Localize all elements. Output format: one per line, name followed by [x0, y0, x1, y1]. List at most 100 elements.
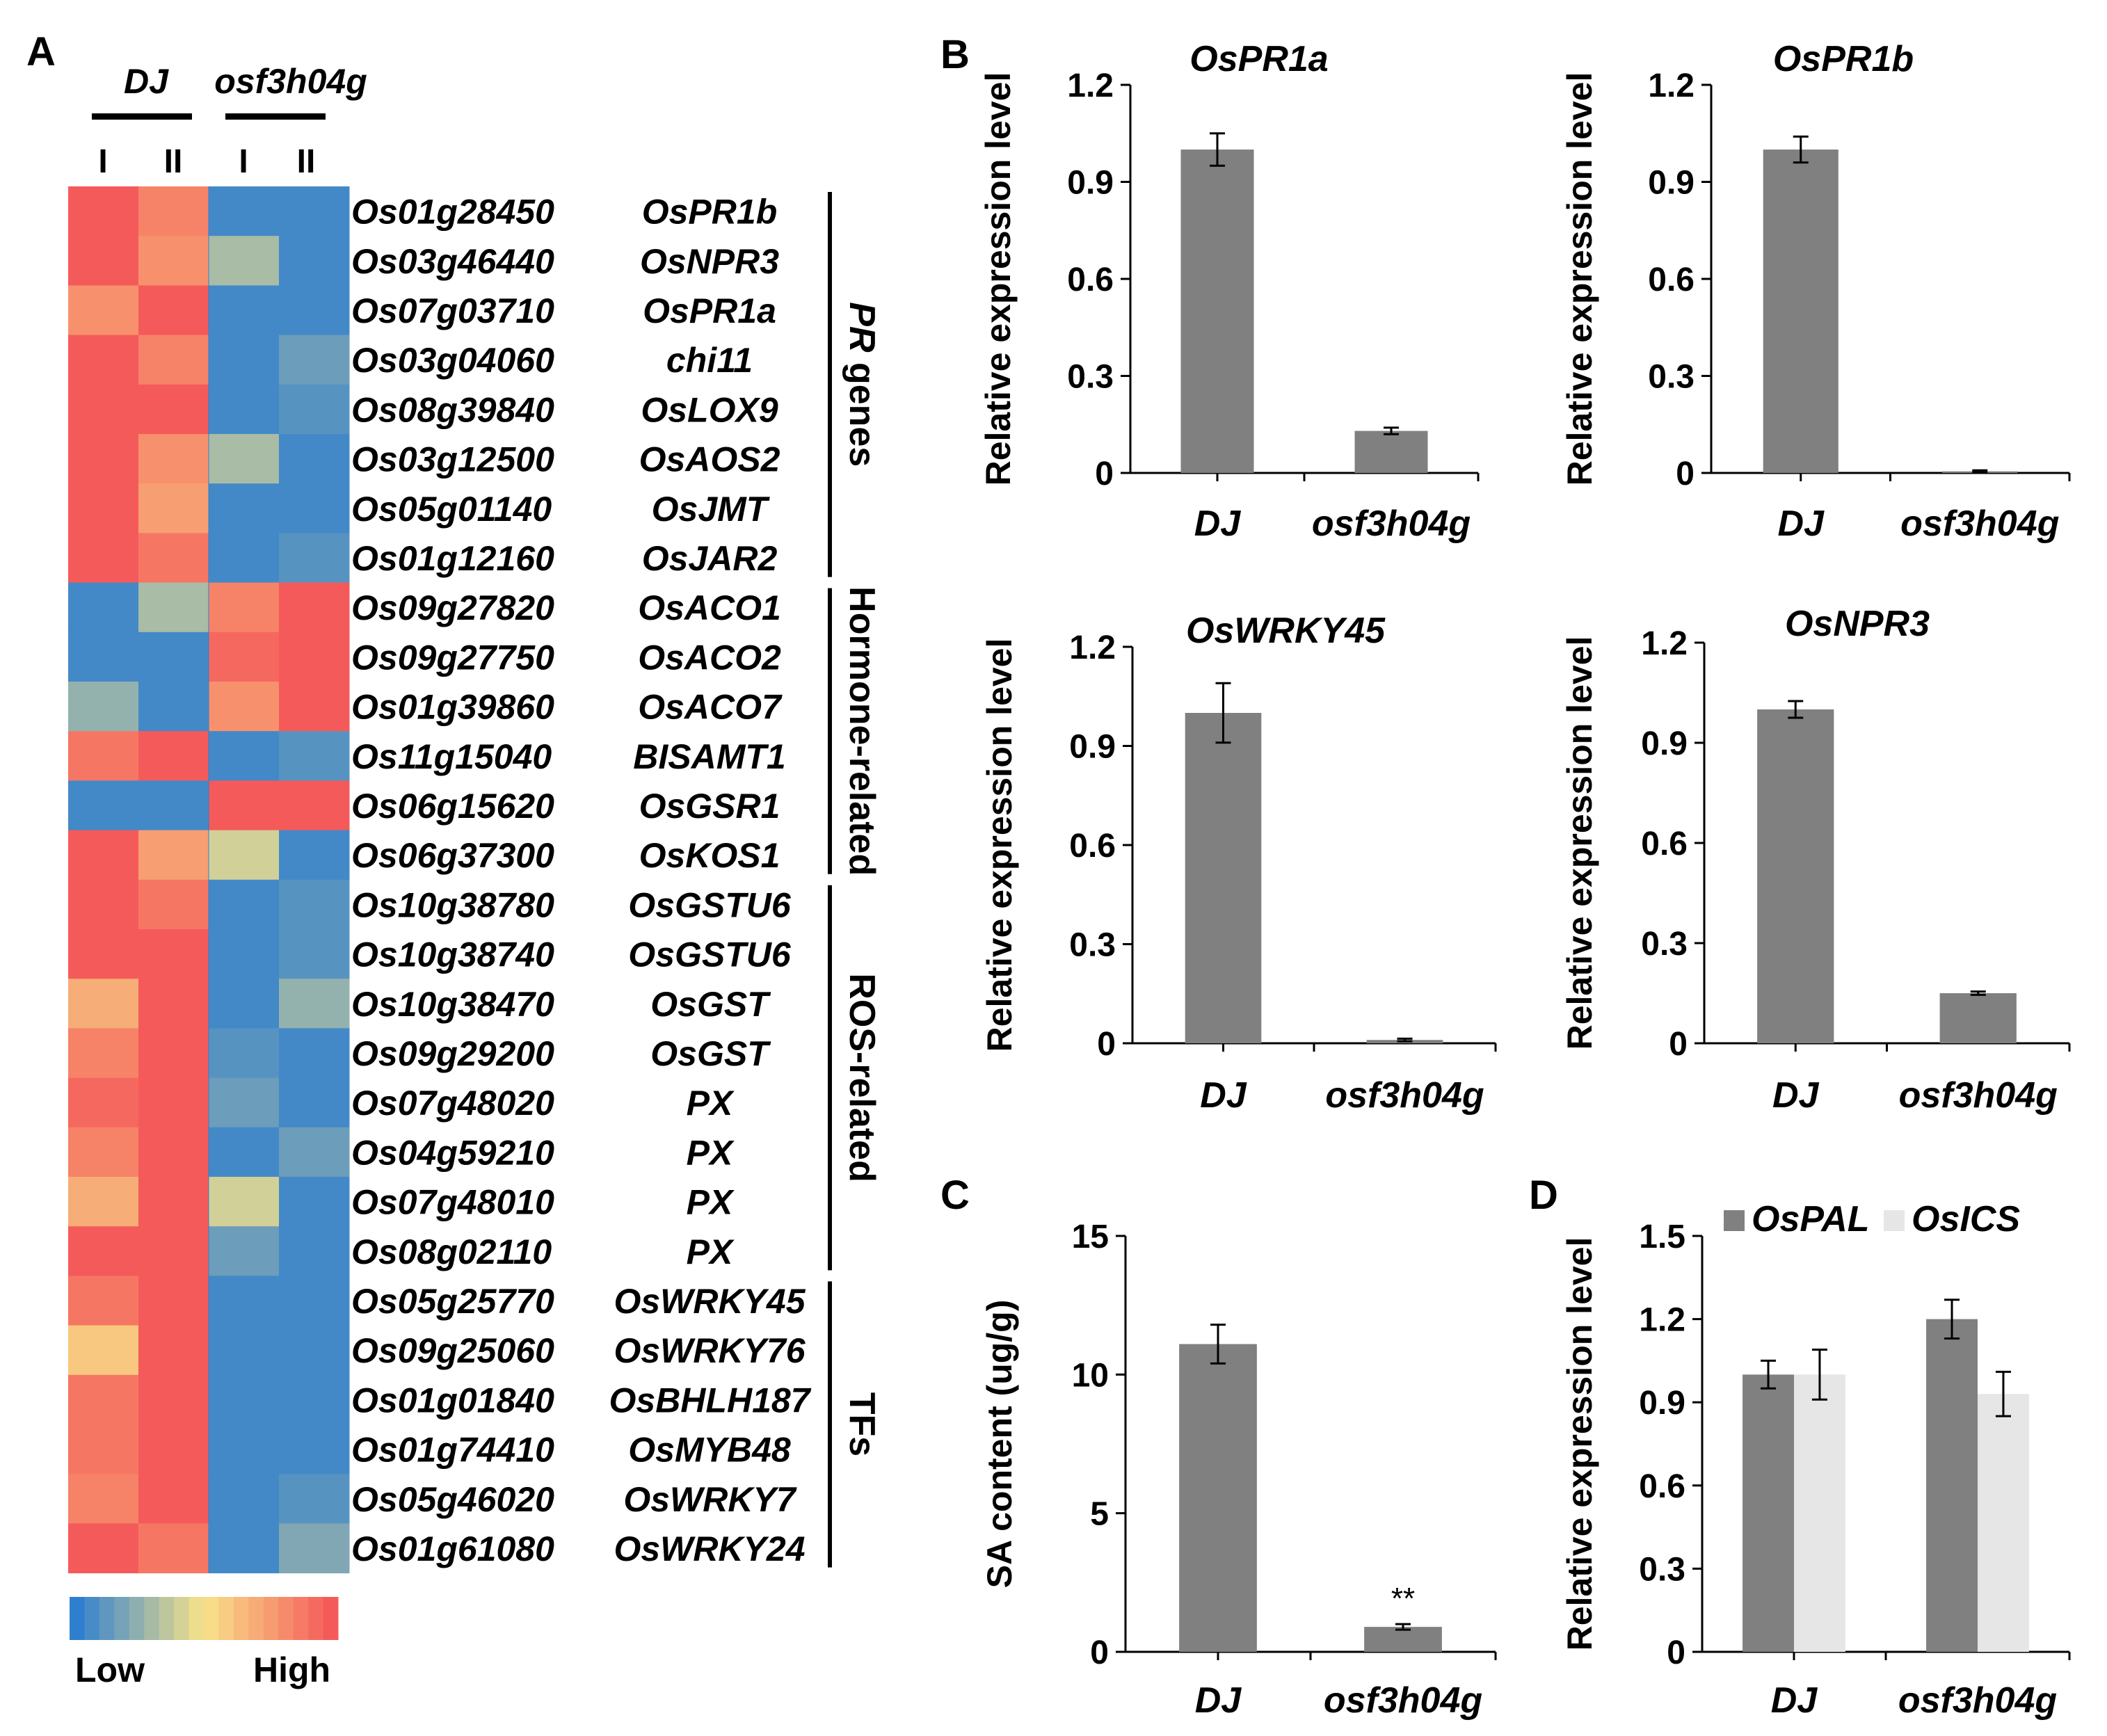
heatmap-cell: [209, 731, 280, 781]
replicate-label: II: [297, 143, 316, 180]
y-axis-label: Relative expression level: [980, 638, 1019, 1052]
heatmap-cell: [279, 335, 350, 385]
heatmap-cell: [138, 780, 209, 831]
bar: [1757, 709, 1834, 1043]
heatmap-cell: [279, 1028, 350, 1079]
heatmap-cell: [279, 186, 350, 236]
heatmap-cell: [138, 879, 209, 930]
heatmap-cell: [209, 1424, 280, 1474]
x-tick-label: DJ: [1771, 1680, 1818, 1721]
chart-3: 0 0.3 0.6 0.9 1.2 Relative expression level Os…: [1560, 604, 2071, 1116]
heatmap-cell: [279, 929, 350, 979]
heatmap-cell: [68, 1424, 139, 1474]
color-scale-swatch: [204, 1597, 219, 1640]
heatmap-cell: [138, 582, 209, 633]
heatmap-cell: [68, 780, 139, 831]
heatmap-cell: [68, 830, 139, 881]
gene-name: OsWRKY45: [614, 1282, 806, 1321]
legend-label: OsPAL: [1752, 1199, 1870, 1239]
heatmap-cell: [138, 682, 209, 732]
color-scale-swatch: [278, 1597, 294, 1640]
heatmap-cell: [279, 830, 350, 881]
heatmap-cell: [209, 582, 280, 633]
bar-charts: 0 0.3 0.6 0.9 1.2 Relative expression level Os…: [979, 39, 2071, 1721]
heatmap-cell: [138, 731, 209, 781]
color-scale-swatch: [99, 1597, 115, 1640]
heatmap-cell: [279, 1127, 350, 1178]
heatmap-cell: [138, 1127, 209, 1178]
gene-name: OsKOS1: [639, 836, 780, 875]
heatmap-cell: [279, 1177, 350, 1227]
heatmap-cell: [138, 632, 209, 682]
heatmap-cell: [138, 1325, 209, 1376]
y-tick-label: 0: [1095, 456, 1114, 492]
heatmap-cell: [138, 1374, 209, 1425]
heatmap-cell: [209, 1226, 280, 1276]
chart-title: OsPR1a: [1189, 39, 1328, 79]
gene-id: Os11g15040: [351, 737, 552, 776]
y-axis-label: Relative expression level: [979, 72, 1018, 486]
chart-0: 0 0.3 0.6 0.9 1.2 Relative expression level Os…: [979, 39, 1480, 544]
y-tick-label: 0: [1676, 456, 1695, 492]
bar: [1794, 1374, 1845, 1652]
y-tick-label: 0.9: [1641, 725, 1688, 762]
chart-1: 0 0.3 0.6 0.9 1.2 Relative expression level Os…: [1560, 39, 2071, 544]
panel-label-d: D: [1529, 1173, 1558, 1218]
heatmap-cell: [138, 1177, 209, 1227]
color-scale-swatch: [144, 1597, 160, 1640]
y-tick-label: 15: [1072, 1219, 1109, 1255]
gene-id: Os01g39860: [351, 688, 554, 727]
gene-name: OsGST: [650, 985, 771, 1024]
color-scale-swatch: [129, 1597, 145, 1640]
heatmap-cell: [209, 1523, 280, 1574]
heatmap-cell: [68, 582, 139, 633]
x-tick-label: osf3h04g: [1899, 1075, 2058, 1116]
legend-swatch: [1884, 1210, 1905, 1231]
gene-labels: Os01g28450 OsPR1b Os03g46440 OsNPR3 Os07g037…: [351, 193, 812, 1568]
heatmap-cell: [279, 731, 350, 781]
y-tick-label: 0: [1667, 1634, 1685, 1671]
heatmap-cell: [68, 186, 139, 236]
y-tick-label: 0.6: [1648, 262, 1695, 298]
panel-label-c: C: [940, 1173, 970, 1218]
y-tick-label: 1.2: [1069, 629, 1116, 666]
heatmap-cell: [279, 533, 350, 584]
x-tick-label: osf3h04g: [1325, 1075, 1484, 1116]
panel-label-b: B: [940, 32, 970, 77]
gene-name: OsGSTU6: [628, 885, 792, 924]
gene-id: Os01g12160: [351, 539, 554, 578]
heatmap-cell: [209, 285, 280, 336]
heatmap-cell: [279, 1474, 350, 1524]
y-axis-label: Relative expression level: [1560, 1237, 1599, 1651]
heatmap-cell: [279, 236, 350, 286]
y-axis-label: Relative expression level: [1560, 72, 1599, 486]
legend-label: OsICS: [1912, 1199, 2020, 1239]
heatmap-cell: [209, 236, 280, 286]
color-scale-swatch: [84, 1597, 100, 1640]
bar: [1939, 993, 2017, 1043]
y-tick-label: 0: [1090, 1634, 1109, 1671]
heatmap-cell: [68, 632, 139, 682]
heatmap-cell: [138, 236, 209, 286]
heatmap-cell: [279, 1374, 350, 1425]
category-label: PR genes: [842, 302, 882, 467]
heatmap-cell: [138, 1276, 209, 1326]
heatmap-cell: [209, 1276, 280, 1326]
heatmap-cell: [68, 1177, 139, 1227]
heatmap-cell: [209, 979, 280, 1029]
heatmap-cell: [209, 483, 280, 533]
y-tick-label: 0.6: [1641, 826, 1688, 862]
gene-name: OsJAR2: [642, 539, 778, 578]
gene-id: Os07g03710: [351, 291, 554, 330]
y-tick-label: 0.3: [1067, 359, 1114, 396]
gene-name: OsBHLH187: [609, 1381, 812, 1420]
significance-annotation: **: [1391, 1582, 1415, 1616]
heatmap-cell: [68, 682, 139, 732]
x-tick-label: DJ: [1200, 1075, 1247, 1116]
bar: [1763, 150, 1838, 473]
category-label: ROS-related: [842, 973, 882, 1182]
color-scale-swatch: [218, 1597, 234, 1640]
color-scale-swatch: [174, 1597, 190, 1640]
heatmap: [68, 186, 350, 1574]
heatmap-cell: [209, 335, 280, 385]
